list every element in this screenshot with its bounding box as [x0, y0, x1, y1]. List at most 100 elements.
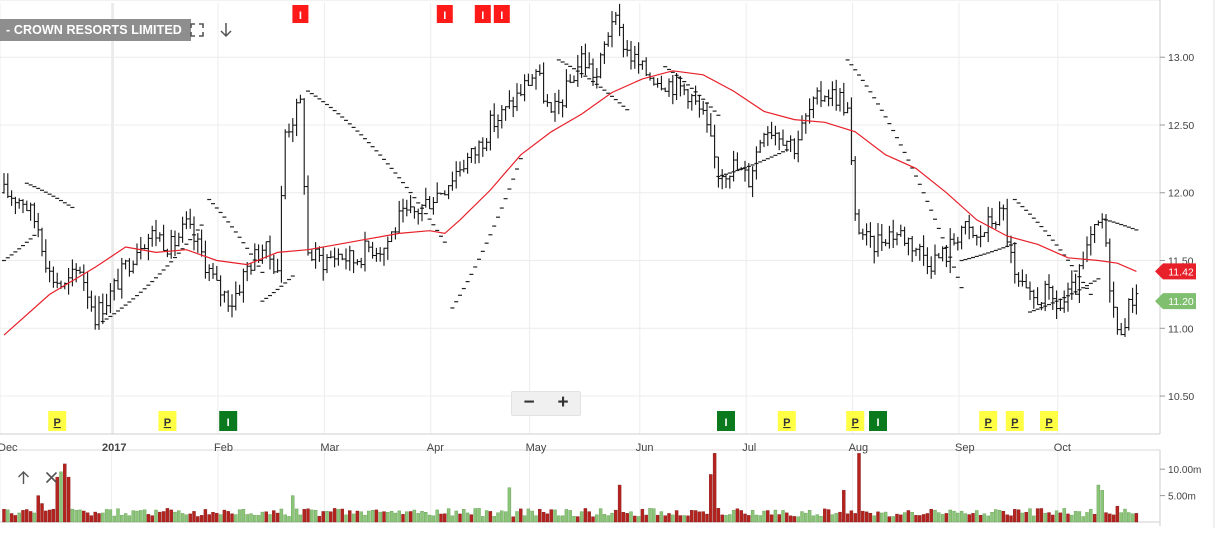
- y-tick-label: 13.00: [1168, 52, 1194, 64]
- volume-bar: [530, 510, 534, 523]
- x-tick-label: Sep: [955, 442, 975, 454]
- event-marker-label: P: [54, 417, 61, 429]
- volume-bar: [142, 509, 147, 523]
- volume-bar: [519, 508, 523, 523]
- volume-bar: [123, 513, 128, 523]
- price-badge: [1155, 293, 1196, 310]
- volume-bar: [218, 514, 223, 523]
- volume-bar: [382, 511, 386, 523]
- volume-bar: [9, 513, 14, 523]
- volume-bar: [127, 515, 132, 523]
- x-tick-label: Aug: [849, 442, 869, 454]
- volume-bar: [994, 509, 998, 523]
- volume-bar: [838, 511, 842, 523]
- volume-bar: [621, 512, 626, 523]
- volume-bar: [982, 513, 987, 523]
- volume-bar: [28, 511, 33, 523]
- volume-bar: [462, 509, 466, 523]
- zoom-in-button[interactable]: +: [557, 392, 569, 413]
- volume-bar: [876, 511, 880, 523]
- volume-bar: [549, 509, 553, 523]
- arrow-down-icon[interactable]: [219, 22, 233, 40]
- volume-bar: [348, 510, 352, 523]
- volume-bar: [1028, 508, 1032, 523]
- volume-bar: [363, 514, 367, 523]
- volume-bar: [481, 516, 485, 523]
- volume-bar: [435, 509, 439, 523]
- volume-bar: [188, 513, 192, 523]
- expand-icon[interactable]: [190, 23, 204, 39]
- volume-bar: [256, 515, 261, 523]
- volume-bar: [633, 515, 637, 523]
- volume-bar: [329, 511, 333, 523]
- volume-bar: [937, 512, 941, 523]
- volume-bar: [408, 511, 413, 523]
- volume-bar: [845, 513, 850, 523]
- volume-bar: [139, 510, 143, 523]
- event-marker-label: I: [299, 10, 302, 22]
- volume-bar: [602, 514, 607, 523]
- event-marker-label: I: [724, 417, 727, 429]
- volume-bar: [420, 511, 424, 523]
- volume-bar: [1009, 515, 1013, 523]
- event-marker-label: I: [481, 10, 484, 22]
- volume-bar: [705, 513, 709, 523]
- volume-bar: [997, 509, 1002, 523]
- arrow-up-icon[interactable]: [17, 471, 30, 487]
- volume-bar: [36, 495, 40, 523]
- volume-bar: [291, 495, 295, 523]
- volume-bar: [720, 514, 724, 523]
- event-markers: I I I I P P I I P P I P P P: [48, 5, 1058, 431]
- volume-bar: [1092, 514, 1097, 523]
- volume-bar: [211, 511, 215, 523]
- volume-bar: [85, 512, 90, 523]
- event-marker-label: P: [783, 417, 790, 429]
- volume-bar: [625, 513, 629, 523]
- volume-bar: [576, 516, 580, 523]
- volume-bar: [230, 513, 234, 523]
- volume-bar: [89, 515, 94, 523]
- zoom-controls: − +: [511, 391, 581, 416]
- volume-bar: [180, 513, 185, 523]
- volume-bar: [777, 514, 781, 523]
- y-tick-label: 12.50: [1168, 120, 1194, 132]
- volume-bar: [842, 490, 846, 523]
- event-marker-top: [493, 5, 510, 23]
- volume-bar: [868, 513, 873, 523]
- volume-bar: [1111, 514, 1116, 523]
- close-icon[interactable]: [45, 471, 58, 486]
- volume-bar: [484, 510, 489, 523]
- volume-bar: [245, 514, 249, 523]
- volume-bar: [925, 513, 930, 523]
- volume-bar: [488, 511, 493, 523]
- moving-average-series: [3, 70, 1137, 336]
- volume-bar: [902, 512, 907, 523]
- volume-bar: [948, 509, 952, 523]
- event-marker-label: P: [164, 417, 171, 429]
- volume-bar: [325, 510, 329, 523]
- volume-bar: [59, 471, 63, 523]
- volume-bar: [397, 510, 401, 523]
- volume-bar: [1070, 514, 1074, 523]
- volume-bar: [587, 511, 591, 523]
- volume-bar: [1013, 509, 1017, 523]
- volume-bar: [671, 514, 675, 523]
- volume-bar: [249, 513, 253, 523]
- volume-bar: [378, 511, 382, 523]
- volume-bar: [629, 511, 633, 523]
- volume-bar: [648, 508, 652, 523]
- volume-bar: [872, 515, 876, 523]
- volume-bar: [424, 512, 428, 523]
- event-marker-top: [474, 5, 491, 23]
- volume-bar: [374, 509, 379, 523]
- volume-bar: [743, 513, 747, 523]
- volume-bar: [522, 515, 527, 523]
- zoom-out-button[interactable]: −: [523, 392, 535, 413]
- volume-bar: [1077, 511, 1082, 523]
- volume-bar: [614, 509, 618, 523]
- volume-bar: [161, 511, 166, 523]
- volume-bar: [750, 510, 755, 523]
- event-marker-bottom: [979, 411, 998, 431]
- volume-bar: [792, 516, 797, 523]
- volume-bar: [313, 510, 318, 523]
